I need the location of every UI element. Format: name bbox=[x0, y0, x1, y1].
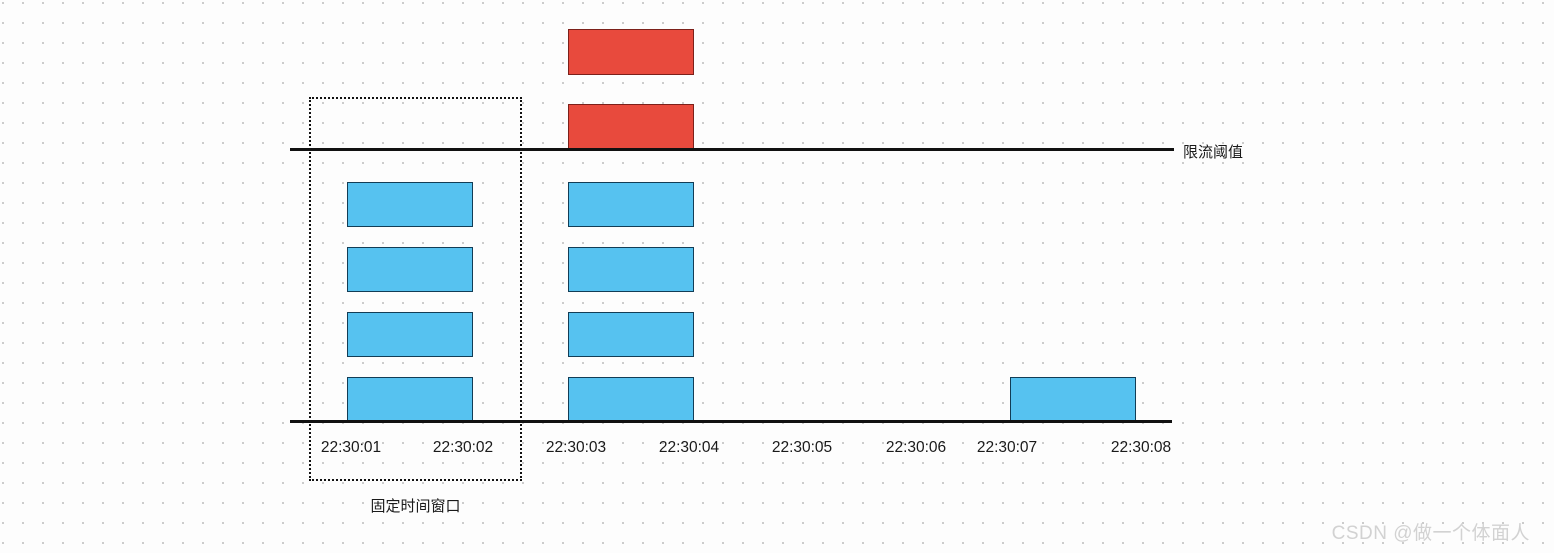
fixed-window-label: 固定时间窗口 bbox=[370, 498, 461, 515]
time-label: 22:30:01 bbox=[320, 439, 382, 456]
time-label: 22:30:06 bbox=[885, 439, 947, 456]
time-label: 22:30:03 bbox=[545, 439, 607, 456]
allowed-request-block bbox=[347, 312, 473, 357]
watermark: CSDN @做一个体面人 bbox=[1331, 523, 1530, 544]
allowed-request-block bbox=[568, 182, 694, 227]
time-axis-line bbox=[290, 420, 1172, 423]
allowed-request-block bbox=[347, 182, 473, 227]
threshold-line bbox=[290, 148, 1174, 151]
allowed-request-block bbox=[568, 312, 694, 357]
time-label: 22:30:05 bbox=[771, 439, 833, 456]
time-label: 22:30:08 bbox=[1110, 439, 1172, 456]
fixed-window-box bbox=[309, 97, 522, 481]
time-label: 22:30:02 bbox=[432, 439, 494, 456]
allowed-request-block bbox=[568, 247, 694, 292]
allowed-request-block bbox=[1010, 377, 1136, 422]
rejected-request-block bbox=[568, 29, 694, 75]
allowed-request-block bbox=[568, 377, 694, 422]
threshold-label: 限流阈值 bbox=[1183, 144, 1244, 161]
time-label: 22:30:07 bbox=[976, 439, 1038, 456]
allowed-request-block bbox=[347, 247, 473, 292]
time-label: 22:30:04 bbox=[658, 439, 720, 456]
rejected-request-block bbox=[568, 104, 694, 150]
allowed-request-block bbox=[347, 377, 473, 422]
